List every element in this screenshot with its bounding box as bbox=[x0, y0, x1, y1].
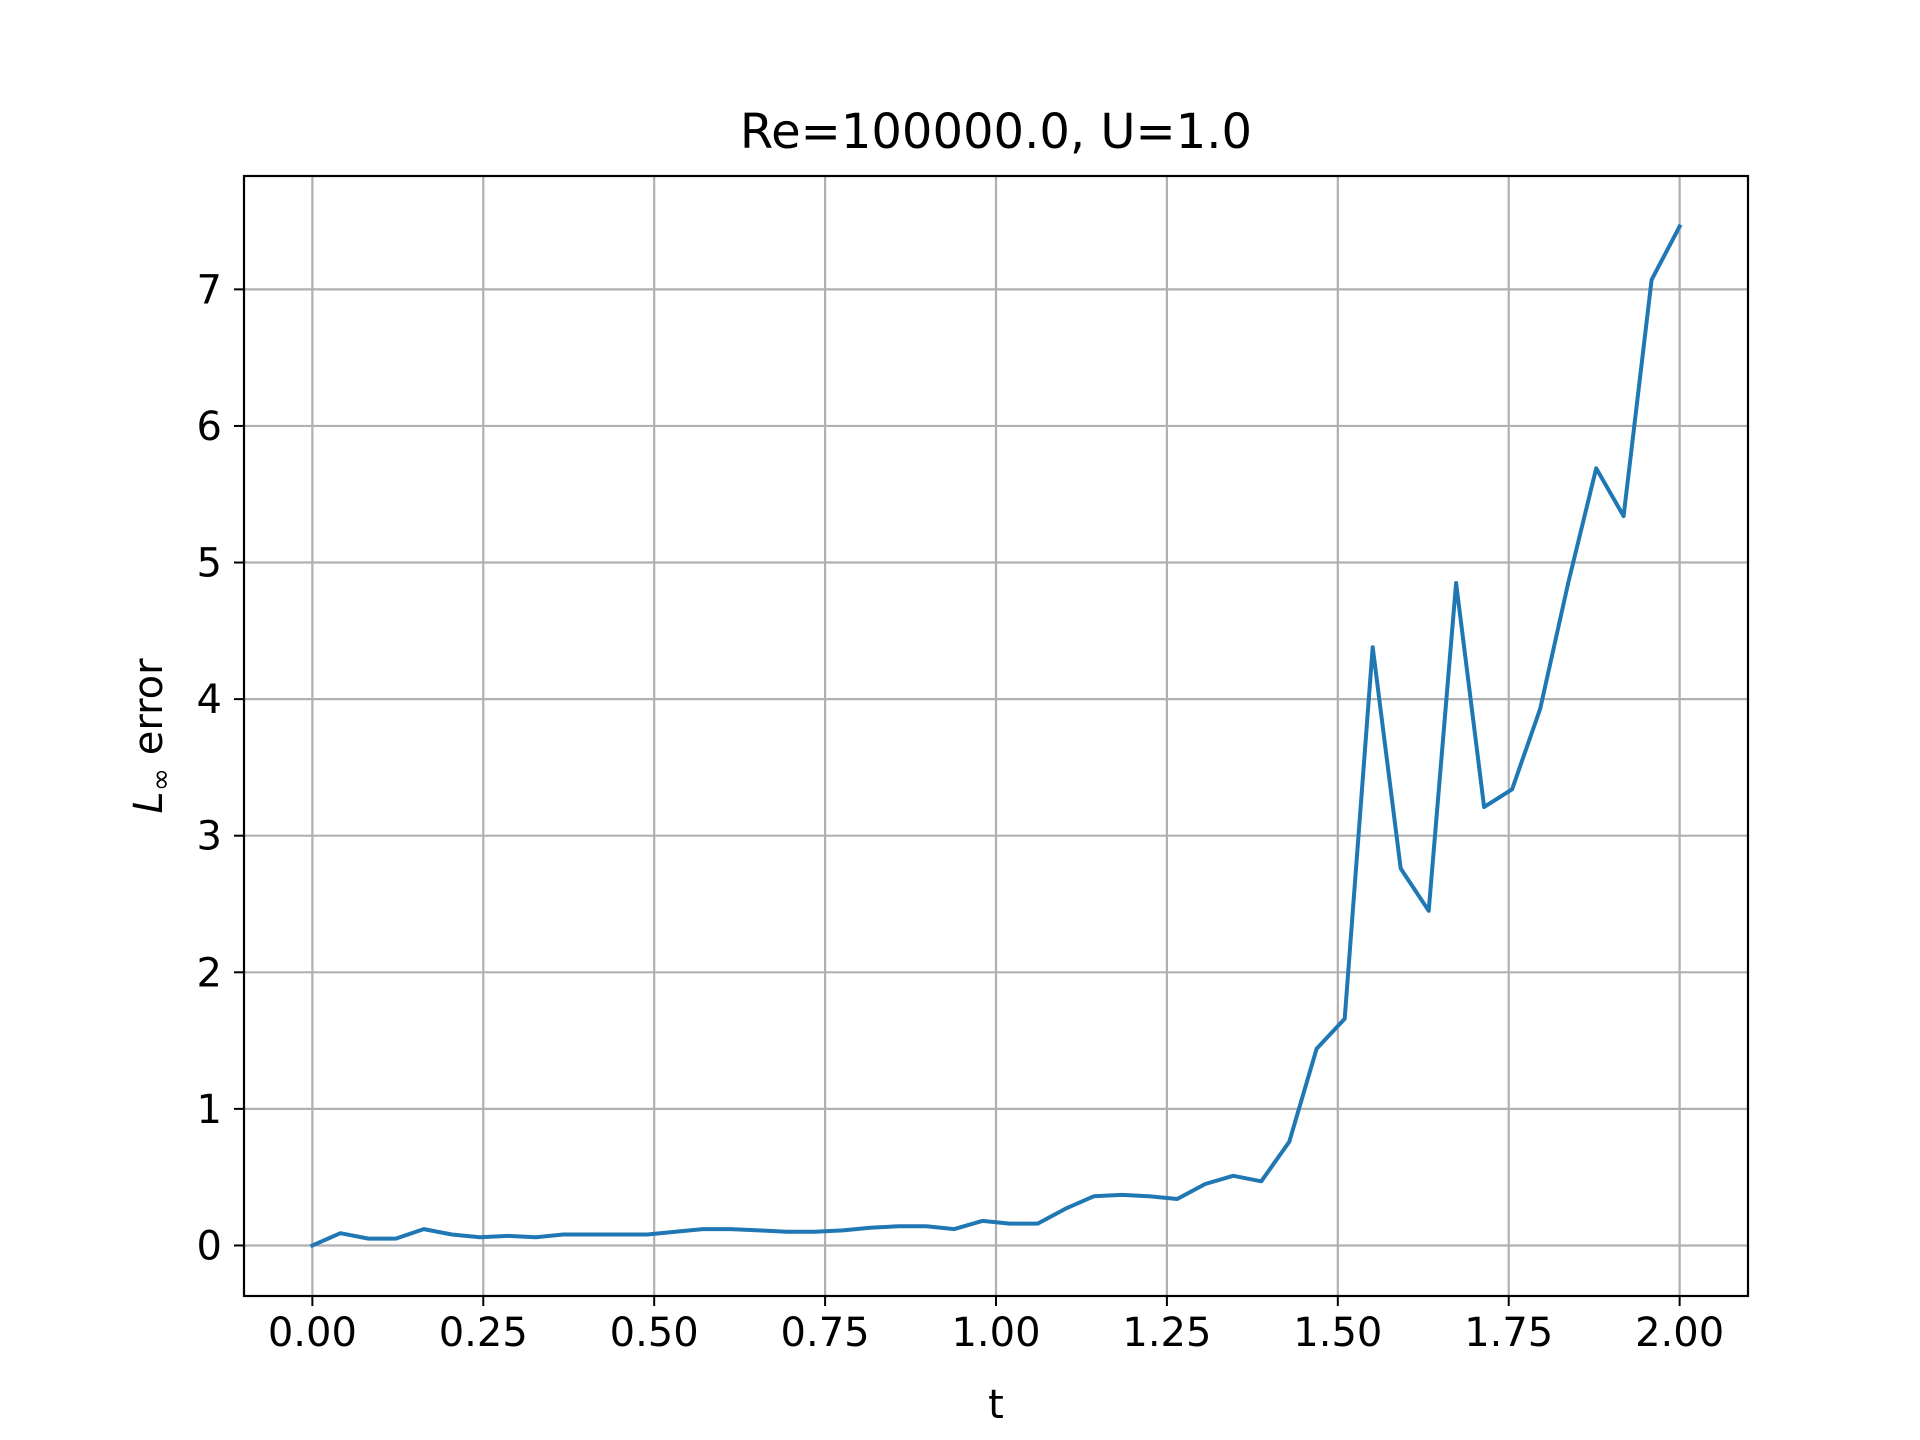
y-axis-label: L∞ error bbox=[126, 658, 177, 814]
ticks: 0.00 0.25 0.50 0.75 1.00 1.25 1.50 1.75 2.00 0 1 2 3… bbox=[197, 267, 1725, 1356]
x-axis-label: t bbox=[988, 1382, 1004, 1428]
y-axis-label-rest: error bbox=[126, 658, 172, 768]
y-tick-label: 0 bbox=[197, 1223, 222, 1269]
x-tick-label: 1.00 bbox=[951, 1310, 1040, 1356]
y-tick-label: 6 bbox=[197, 404, 222, 450]
y-tick-label: 1 bbox=[197, 1087, 222, 1133]
x-tick-label: 2.00 bbox=[1635, 1310, 1724, 1356]
x-tick-label: 0.00 bbox=[268, 1310, 357, 1356]
y-tick-label: 2 bbox=[197, 950, 222, 996]
y-tick-label: 7 bbox=[197, 267, 222, 313]
series-layer bbox=[309, 223, 1683, 1249]
x-tick-label: 1.75 bbox=[1464, 1310, 1553, 1356]
y-tick-label: 3 bbox=[197, 814, 222, 860]
x-tick-label: 0.75 bbox=[781, 1310, 870, 1356]
y-axis-label-subscript: ∞ bbox=[144, 768, 177, 791]
grid bbox=[244, 176, 1748, 1296]
series-line bbox=[309, 223, 1683, 1249]
y-axis-label-symbol: L bbox=[126, 791, 172, 813]
chart-title: Re=100000.0, U=1.0 bbox=[740, 104, 1252, 160]
x-tick-label: 1.25 bbox=[1122, 1310, 1211, 1356]
y-tick-label: 5 bbox=[197, 541, 222, 587]
x-tick-label: 0.50 bbox=[610, 1310, 699, 1356]
y-tick-label: 4 bbox=[197, 677, 222, 723]
x-tick-label: 0.25 bbox=[439, 1310, 528, 1356]
x-tick-label: 1.50 bbox=[1293, 1310, 1382, 1356]
